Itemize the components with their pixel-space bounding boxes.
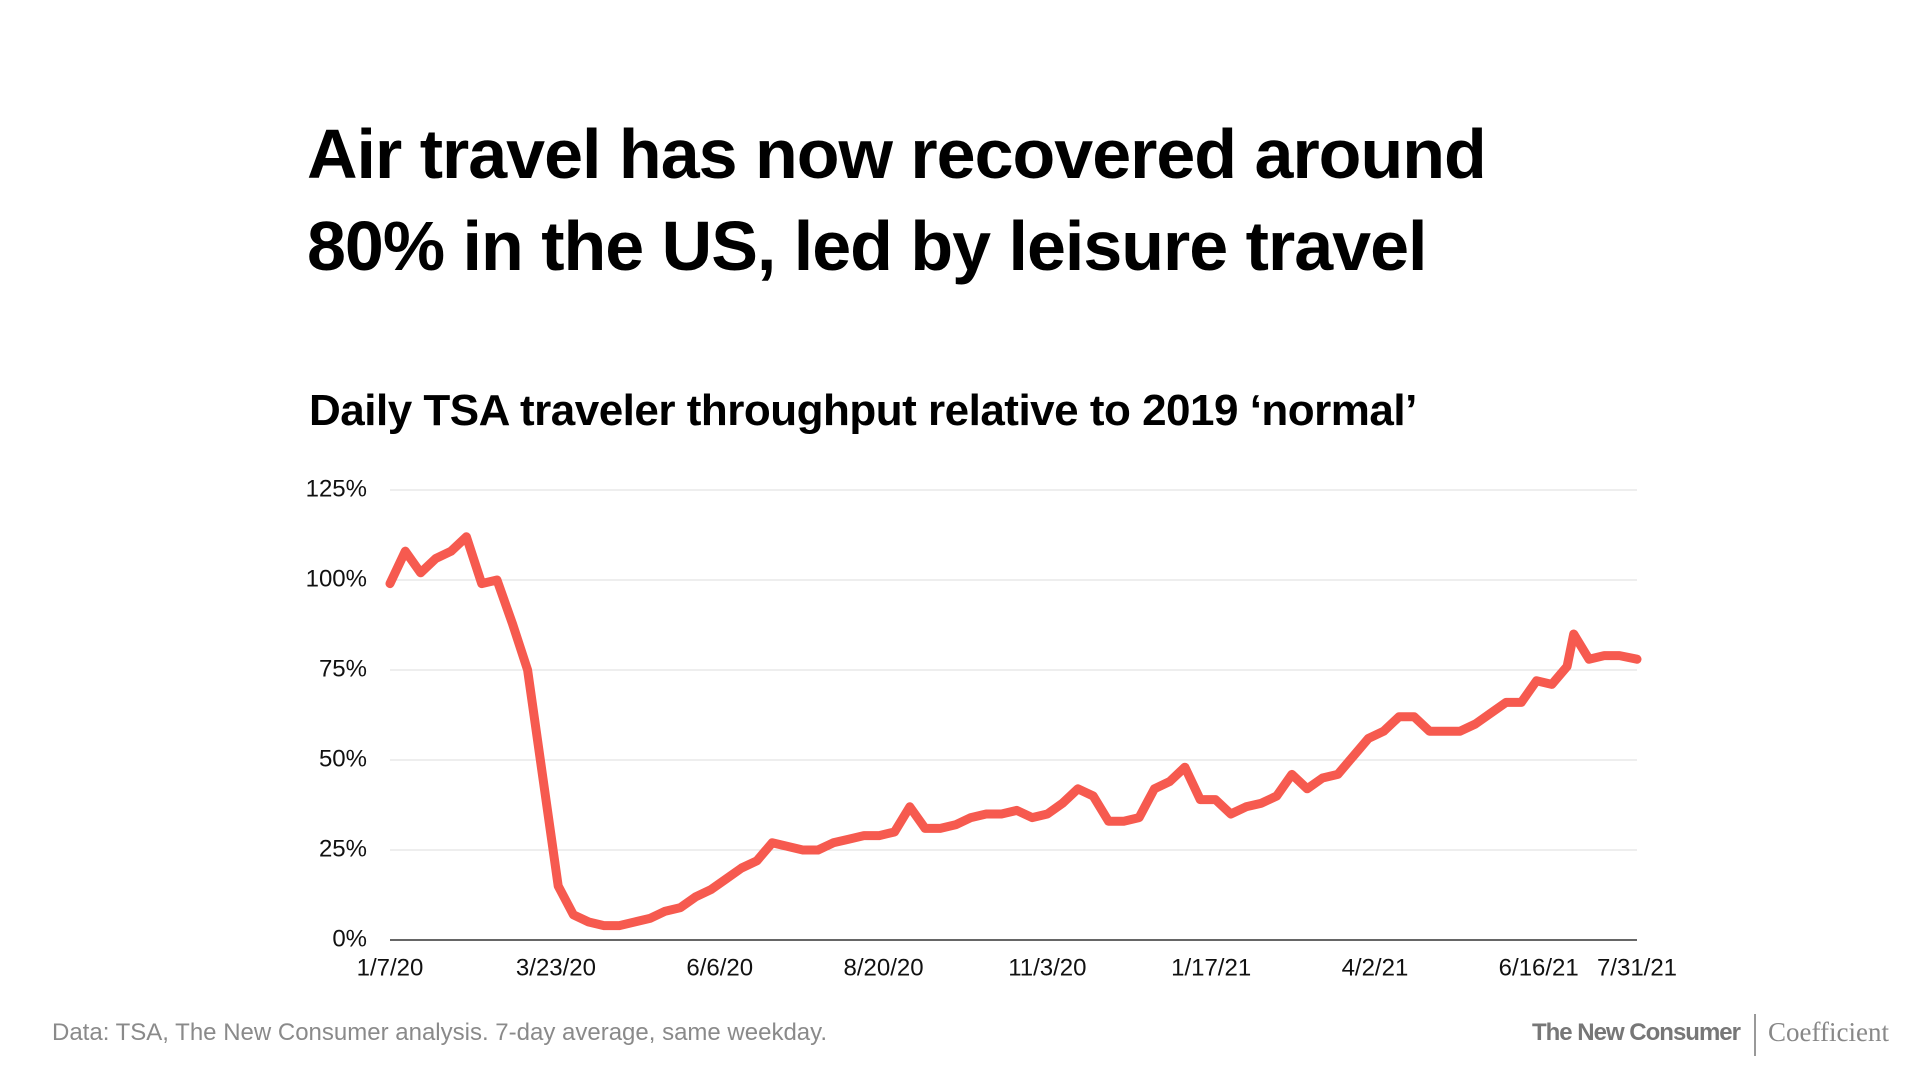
x-tick-label: 6/6/20 — [686, 954, 753, 981]
brand: Coefficient — [1768, 1017, 1889, 1047]
y-tick-label: 75% — [319, 655, 367, 682]
x-tick-label: 1/17/21 — [1171, 954, 1251, 981]
x-tick-label: 3/23/20 — [516, 954, 596, 981]
chart-subtitle: Daily TSA traveler throughput relative t… — [309, 386, 1417, 435]
x-tick-label: 6/16/21 — [1499, 954, 1579, 981]
y-tick-label: 50% — [319, 745, 367, 772]
data-line — [385, 532, 1642, 931]
x-tick-label: 4/2/21 — [1342, 954, 1409, 981]
y-tick-label: 100% — [306, 565, 367, 592]
brand-separator — [1754, 1014, 1756, 1056]
y-tick-label: 125% — [306, 475, 367, 502]
x-tick-label: 7/31/21 — [1597, 954, 1677, 981]
brand: The New Consumer — [1531, 1019, 1741, 1046]
x-tick-label: 11/3/20 — [1008, 954, 1086, 981]
x-tick-label: 8/20/20 — [844, 954, 924, 981]
source-note: Data: TSA, The New Consumer analysis. 7-… — [52, 1019, 828, 1046]
x-tick-label: 1/7/20 — [357, 954, 424, 981]
y-tick-label: 0% — [332, 925, 367, 952]
chart-title: Air travel has now recovered around 80% … — [307, 115, 1487, 285]
y-tick-label: 25% — [319, 835, 367, 862]
